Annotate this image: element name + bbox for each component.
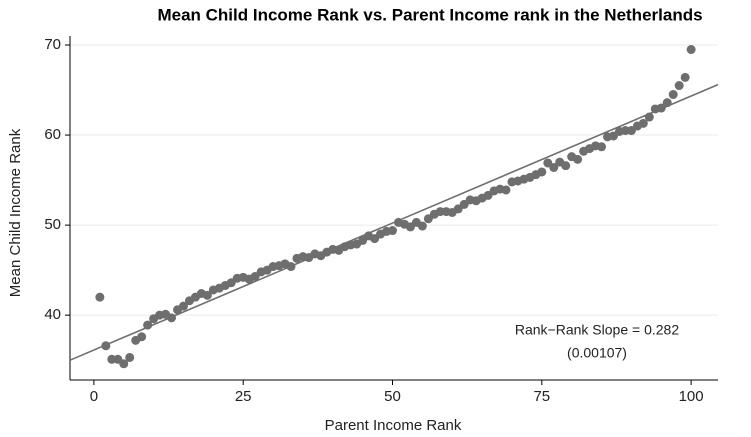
point: [388, 226, 398, 236]
point: [680, 72, 690, 82]
x-tick-label: 0: [90, 388, 98, 405]
y-tick-label: 40: [44, 306, 61, 323]
point: [674, 81, 684, 91]
point: [686, 45, 696, 55]
point: [597, 142, 607, 152]
point: [549, 162, 559, 172]
x-axis-label: Parent Income Rank: [325, 417, 462, 434]
point: [137, 332, 147, 342]
point: [417, 221, 427, 231]
x-tick-label: 25: [235, 388, 252, 405]
y-tick-label: 60: [44, 126, 61, 143]
y-tick-label: 50: [44, 216, 61, 233]
point: [125, 352, 135, 362]
point: [561, 161, 571, 171]
x-tick-label: 50: [384, 388, 401, 405]
chart-title: Mean Child Income Rank vs. Parent Income…: [157, 5, 702, 24]
annotation: (0.00107): [567, 345, 627, 361]
point: [573, 154, 583, 164]
x-tick-label: 75: [533, 388, 550, 405]
point: [668, 90, 678, 100]
x-tick-label: 100: [679, 388, 704, 405]
point: [95, 292, 105, 302]
point: [178, 301, 188, 311]
point: [202, 290, 212, 300]
point: [638, 118, 648, 128]
point: [501, 185, 511, 195]
point: [119, 359, 129, 369]
y-tick-label: 70: [44, 36, 61, 53]
fit-line: [69, 83, 719, 361]
point: [537, 167, 547, 177]
annotation: Rank−Rank Slope = 0.282: [515, 322, 679, 338]
y-axis-label: Mean Child Income Rank: [7, 128, 24, 297]
